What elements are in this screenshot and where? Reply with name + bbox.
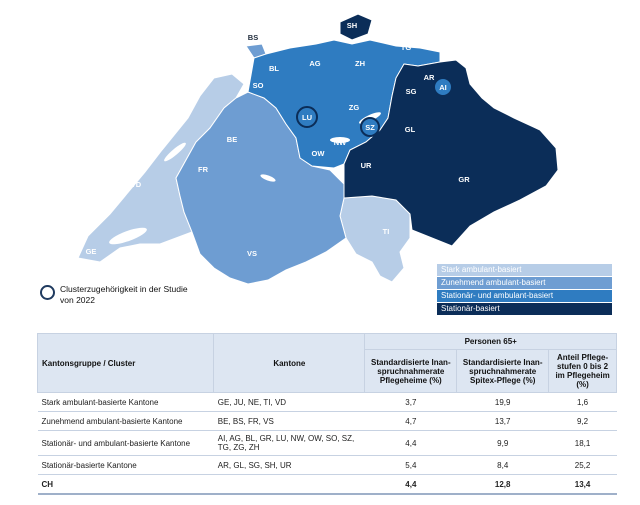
label-bl: BL	[269, 64, 279, 73]
row-v3: 9,2	[548, 411, 617, 431]
switzerland-cluster-map: SH BS TG JU BL AG ZH AR AI SO SG NE BE L…	[77, 13, 559, 285]
row-v2: 8,4	[456, 455, 549, 475]
header-group: Kantonsgruppe / Cluster	[36, 333, 215, 393]
row-v1: 3,7	[364, 392, 457, 412]
total-v3: 13,4	[548, 474, 617, 495]
row-v3: 1,6	[548, 392, 617, 412]
total-cantons	[213, 474, 365, 495]
header-col1: Standardisierte Inan-spruchnahmerate Pfl…	[364, 349, 458, 393]
header-persons: Personen 65+	[364, 333, 617, 350]
label-ur: UR	[361, 161, 372, 170]
row-cantons: GE, JU, NE, TI, VD	[213, 392, 365, 412]
row-group: Stationär-basierte Kantone	[37, 455, 214, 475]
label-sg: SG	[406, 87, 417, 96]
row-v1: 4,4	[364, 430, 457, 456]
label-ai: AI	[439, 83, 447, 92]
table-row-total: CH 4,4 12,8 13,4	[37, 474, 617, 495]
cluster-table: Kantonsgruppe / Cluster Kantone Personen…	[36, 333, 617, 495]
cluster-note: Clusterzugehörigkeit in der Studie von 2…	[40, 284, 200, 306]
region-ti-stark	[339, 195, 411, 283]
label-sh: SH	[347, 21, 357, 30]
label-ag: AG	[309, 59, 320, 68]
region-sh	[339, 13, 373, 41]
label-so: SO	[253, 81, 264, 90]
label-bs: BS	[248, 33, 258, 42]
row-v1: 4,7	[364, 411, 457, 431]
header-col3: Anteil Pflege-stufen 0 bis 2 im Pflegehe…	[548, 349, 617, 393]
label-gl: GL	[405, 125, 416, 134]
row-v3: 18,1	[548, 430, 617, 456]
cluster-note-text: Clusterzugehörigkeit in der Studie von 2…	[60, 284, 188, 305]
row-cantons: AI, AG, BL, GR, LU, NW, OW, SO, SZ, TG, …	[213, 430, 365, 456]
label-vd: VD	[131, 180, 142, 189]
table-row: Stationär- und ambulant-basierte Kantone…	[37, 430, 617, 456]
row-v2: 9,9	[456, 430, 549, 456]
label-lu: LU	[302, 113, 312, 122]
table-row: Zunehmend ambulant-basierte Kantone BE, …	[37, 411, 617, 431]
row-cantons: AR, GL, SG, SH, UR	[213, 455, 365, 475]
row-v2: 19,9	[456, 392, 549, 412]
row-v1: 5,4	[364, 455, 457, 475]
header-cantons: Kantone	[213, 333, 366, 393]
row-v3: 25,2	[548, 455, 617, 475]
table-row: Stark ambulant-basierte Kantone GE, JU, …	[37, 392, 617, 412]
label-be: BE	[227, 135, 237, 144]
header-col2: Standardisierte Inan-spruchnahmerate Spi…	[456, 349, 550, 393]
region-east-stationaer	[343, 59, 559, 247]
label-gr: GR	[458, 175, 470, 184]
row-v2: 13,7	[456, 411, 549, 431]
row-cantons: BE, BS, FR, VS	[213, 411, 365, 431]
label-ju: JU	[203, 75, 213, 84]
row-group: Stationär- und ambulant-basierte Kantone	[37, 430, 214, 456]
lake-lucerne	[330, 137, 350, 143]
label-ti: TI	[383, 227, 390, 236]
label-ow: OW	[312, 149, 326, 158]
label-zh: ZH	[355, 59, 365, 68]
cluster-ring-icon	[40, 285, 55, 300]
legend-zunehmend: Zunehmend ambulant-basiert	[437, 277, 612, 289]
label-sz: SZ	[365, 123, 375, 132]
label-fr: FR	[198, 165, 209, 174]
legend-stationaer: Stationär-basiert	[437, 303, 612, 315]
row-group: Stark ambulant-basierte Kantone	[37, 392, 214, 412]
total-group: CH	[37, 474, 214, 495]
table-row: Stationär-basierte Kantone AR, GL, SG, S…	[37, 455, 617, 475]
label-zg: ZG	[349, 103, 360, 112]
lake-neuchatel	[164, 142, 186, 162]
cluster-ring-sz	[360, 117, 380, 137]
label-tg: TG	[401, 43, 412, 52]
legend-stationaer-ambulant: Stationär- und ambulant-basiert	[437, 290, 612, 302]
legend-stark: Stark ambulant-basiert	[437, 264, 612, 276]
label-nw: NW	[334, 138, 347, 147]
lake-thun	[260, 174, 276, 182]
row-group: Zunehmend ambulant-basierte Kantone	[37, 411, 214, 431]
label-ne: NE	[163, 127, 173, 136]
lake-geneva	[109, 227, 147, 245]
cluster-ring-ai	[433, 77, 453, 97]
label-ge: GE	[86, 247, 97, 256]
total-v2: 12,8	[456, 474, 549, 495]
total-v1: 4,4	[364, 474, 457, 495]
cluster-ring-lu	[296, 106, 318, 128]
label-vs: VS	[247, 249, 257, 258]
label-ar: AR	[424, 73, 435, 82]
